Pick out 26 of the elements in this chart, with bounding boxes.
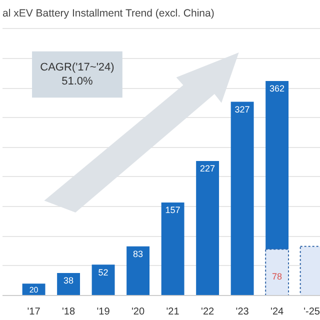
data-label: 83 (133, 248, 144, 259)
x-tick-label: '24 (270, 306, 284, 318)
x-tick-label: '17 (27, 306, 41, 318)
x-tick-label: '23 (236, 306, 250, 318)
data-label: 362 (270, 84, 285, 94)
data-label: 38 (64, 276, 74, 286)
x-tick-label: '20 (132, 306, 145, 318)
data-label: 52 (98, 267, 108, 278)
x-tick-label: '18 (62, 306, 76, 318)
data-label: 20 (29, 286, 39, 295)
x-tick-label: '21 (166, 306, 180, 318)
bar (161, 202, 184, 296)
x-tick-label: '19 (96, 306, 110, 318)
data-label: 157 (165, 205, 180, 216)
data-label: 78 (272, 271, 282, 282)
data-label: 227 (200, 164, 216, 174)
annotation: CAGR('17~'24) 51.0% (40, 61, 114, 88)
x-tick-label: '22 (201, 306, 215, 318)
bar (92, 264, 115, 296)
data-label: 327 (234, 104, 250, 114)
bar (196, 160, 220, 296)
bar (126, 246, 150, 296)
chart-title: al xEV Battery Installment Trend (excl. China) (2, 8, 214, 20)
bar (230, 102, 254, 296)
x-tick-label: '-25 (304, 306, 320, 318)
bar (57, 272, 80, 296)
